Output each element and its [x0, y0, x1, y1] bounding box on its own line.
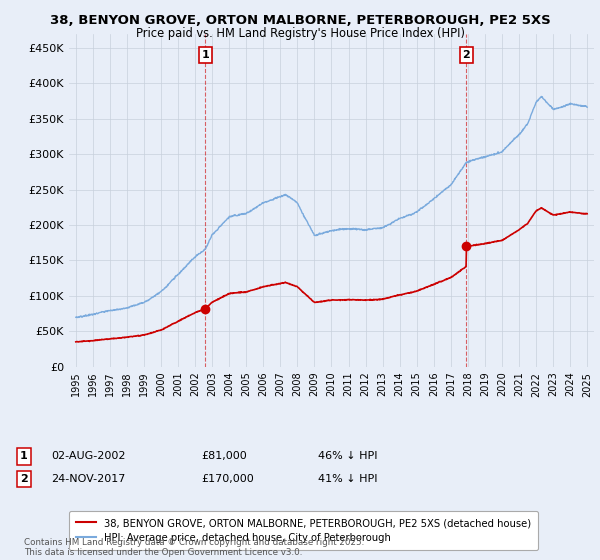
Text: 41% ↓ HPI: 41% ↓ HPI	[318, 474, 377, 484]
Text: 1: 1	[202, 50, 209, 60]
Text: £81,000: £81,000	[201, 451, 247, 461]
Text: 1: 1	[20, 451, 28, 461]
Text: 2: 2	[462, 50, 470, 60]
Text: Contains HM Land Registry data © Crown copyright and database right 2025.
This d: Contains HM Land Registry data © Crown c…	[24, 538, 364, 557]
Text: 24-NOV-2017: 24-NOV-2017	[51, 474, 125, 484]
Text: 38, BENYON GROVE, ORTON MALBORNE, PETERBOROUGH, PE2 5XS: 38, BENYON GROVE, ORTON MALBORNE, PETERB…	[50, 14, 550, 27]
Text: £170,000: £170,000	[201, 474, 254, 484]
Text: Price paid vs. HM Land Registry's House Price Index (HPI): Price paid vs. HM Land Registry's House …	[136, 27, 464, 40]
Text: 02-AUG-2002: 02-AUG-2002	[51, 451, 125, 461]
Text: 2: 2	[20, 474, 28, 484]
Legend: 38, BENYON GROVE, ORTON MALBORNE, PETERBOROUGH, PE2 5XS (detached house), HPI: A: 38, BENYON GROVE, ORTON MALBORNE, PETERB…	[69, 511, 538, 550]
Text: 46% ↓ HPI: 46% ↓ HPI	[318, 451, 377, 461]
